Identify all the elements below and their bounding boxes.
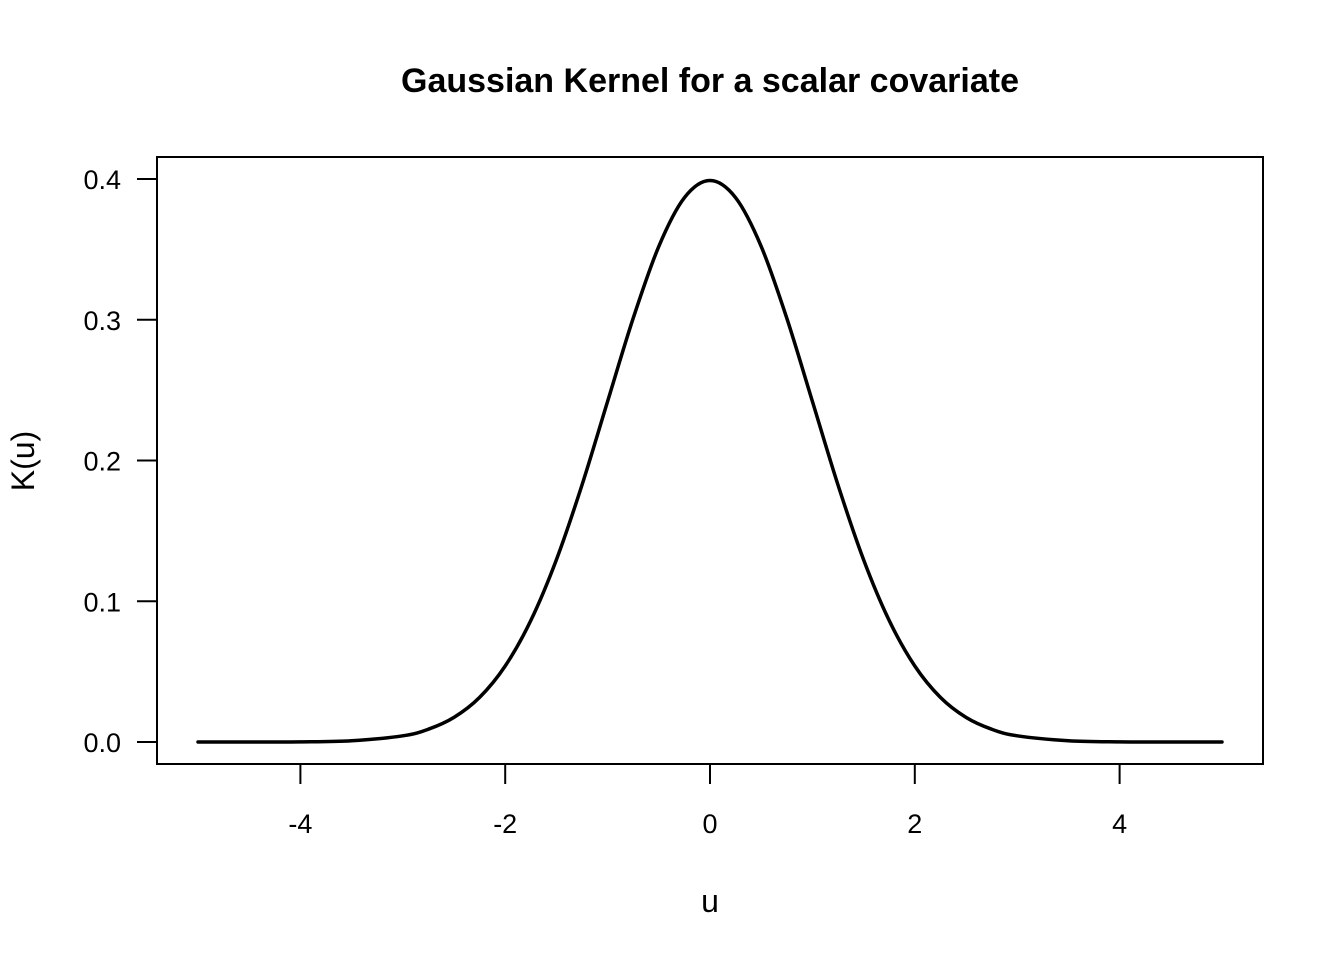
kernel-curve-line [196,178,1224,744]
y-axis: 0.0 0.1 0.2 0.3 0.4 [83,165,157,758]
y-tick-label: 0.4 [83,165,121,195]
x-tick-label: 4 [1112,809,1127,839]
y-axis-label: K(u) [5,431,41,491]
x-axis-label: u [701,883,719,919]
x-tick-label: 2 [907,809,922,839]
y-tick-label: 0.3 [83,306,121,336]
y-tick-label: 0.2 [83,447,121,477]
y-tick-label: 0.0 [83,728,121,758]
x-tick-label: -2 [493,809,517,839]
chart-title: Gaussian Kernel for a scalar covariate [401,62,1019,100]
x-tick-label: 0 [702,809,717,839]
x-tick-label: -4 [288,809,312,839]
y-tick-label: 0.1 [83,587,121,617]
x-axis: -4 -2 0 2 4 [288,764,1127,839]
plot-frame [156,156,1264,765]
